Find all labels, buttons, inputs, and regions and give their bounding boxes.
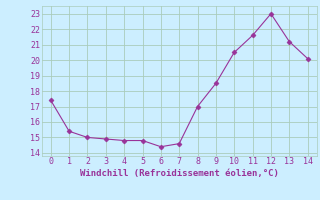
X-axis label: Windchill (Refroidissement éolien,°C): Windchill (Refroidissement éolien,°C) <box>80 169 279 178</box>
